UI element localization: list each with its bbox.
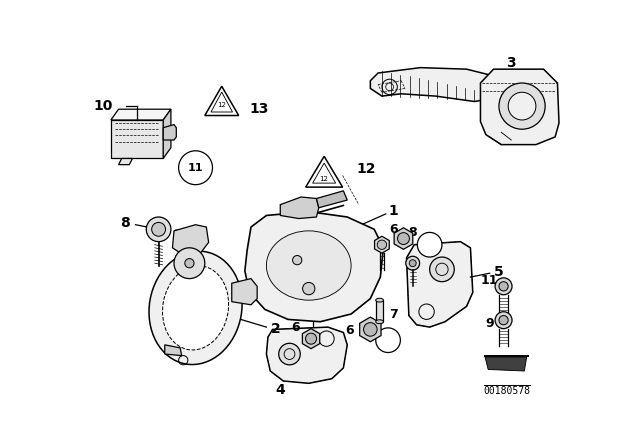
Circle shape xyxy=(397,233,410,245)
Circle shape xyxy=(152,222,166,236)
Polygon shape xyxy=(376,300,383,322)
Text: 9: 9 xyxy=(426,240,433,250)
Text: 11: 11 xyxy=(481,274,499,287)
Circle shape xyxy=(499,83,545,129)
Polygon shape xyxy=(205,86,239,116)
Text: 9: 9 xyxy=(384,335,392,345)
Polygon shape xyxy=(360,317,381,342)
Circle shape xyxy=(508,92,536,120)
Polygon shape xyxy=(163,109,171,159)
Polygon shape xyxy=(316,191,348,208)
Polygon shape xyxy=(111,120,163,159)
Circle shape xyxy=(174,248,205,279)
Text: 4: 4 xyxy=(275,383,285,397)
Circle shape xyxy=(429,257,454,282)
Circle shape xyxy=(406,256,420,270)
Circle shape xyxy=(185,258,194,268)
Text: 00180578: 00180578 xyxy=(483,386,530,396)
Text: 6: 6 xyxy=(345,324,354,337)
Ellipse shape xyxy=(266,231,351,300)
Text: 13: 13 xyxy=(249,102,268,116)
Circle shape xyxy=(409,260,416,267)
Circle shape xyxy=(495,278,512,295)
Polygon shape xyxy=(266,327,348,383)
Polygon shape xyxy=(232,279,257,305)
Text: 9: 9 xyxy=(307,334,315,344)
Text: 12: 12 xyxy=(218,102,226,108)
Polygon shape xyxy=(172,225,209,254)
Circle shape xyxy=(303,282,315,295)
Circle shape xyxy=(376,328,401,353)
Circle shape xyxy=(417,233,442,257)
Text: 12: 12 xyxy=(320,176,328,181)
Polygon shape xyxy=(280,197,319,219)
Text: 10: 10 xyxy=(93,99,113,113)
Polygon shape xyxy=(211,92,232,112)
Circle shape xyxy=(292,255,302,265)
Polygon shape xyxy=(481,69,559,145)
Circle shape xyxy=(305,333,317,344)
Polygon shape xyxy=(164,345,182,356)
Text: 3: 3 xyxy=(506,56,516,70)
Polygon shape xyxy=(485,357,527,371)
Polygon shape xyxy=(371,68,501,102)
Circle shape xyxy=(499,282,508,291)
Circle shape xyxy=(179,151,212,185)
Text: 7: 7 xyxy=(389,307,398,320)
Ellipse shape xyxy=(149,251,242,365)
Text: 12: 12 xyxy=(356,162,376,176)
Circle shape xyxy=(495,312,512,329)
Polygon shape xyxy=(312,163,336,183)
Polygon shape xyxy=(245,211,383,322)
Polygon shape xyxy=(374,236,389,253)
Text: 1: 1 xyxy=(388,204,398,218)
Polygon shape xyxy=(111,109,171,120)
Polygon shape xyxy=(306,156,342,187)
Polygon shape xyxy=(163,125,176,140)
Ellipse shape xyxy=(163,266,228,350)
Circle shape xyxy=(147,217,171,241)
Polygon shape xyxy=(118,159,132,165)
Text: 6: 6 xyxy=(291,321,300,334)
Text: 6: 6 xyxy=(389,223,398,236)
Text: 9: 9 xyxy=(485,317,494,330)
Text: 8: 8 xyxy=(408,226,417,239)
Text: 11: 11 xyxy=(188,163,204,173)
Circle shape xyxy=(364,323,377,336)
Circle shape xyxy=(279,343,300,365)
Ellipse shape xyxy=(376,320,383,323)
Circle shape xyxy=(377,240,387,250)
Polygon shape xyxy=(302,329,320,349)
Ellipse shape xyxy=(376,298,383,302)
Text: 8: 8 xyxy=(120,216,131,230)
Circle shape xyxy=(499,315,508,325)
Text: 2: 2 xyxy=(271,323,280,336)
Polygon shape xyxy=(406,241,473,327)
Text: 5: 5 xyxy=(494,265,504,279)
Polygon shape xyxy=(394,228,413,250)
